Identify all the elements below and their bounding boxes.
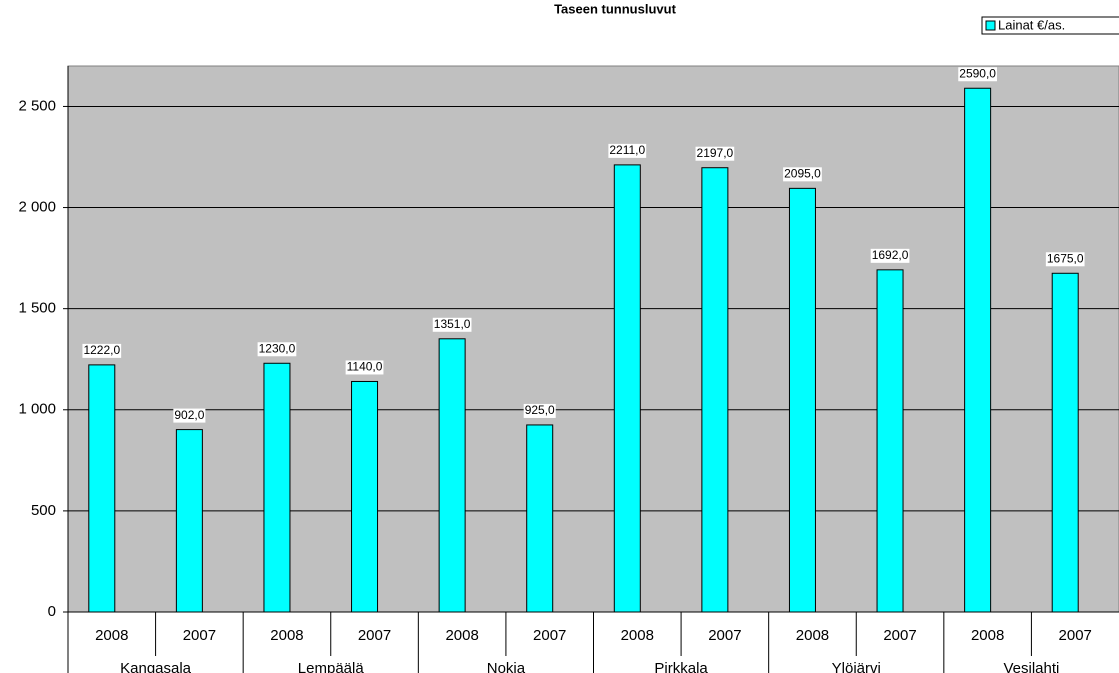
data-label-bg — [257, 342, 297, 357]
x-group-label: Kangasala — [120, 660, 192, 673]
data-label: 1230,0 — [259, 341, 296, 355]
bar — [351, 380, 379, 613]
data-label-bg — [523, 403, 556, 418]
x-group-label: Lempäälä — [298, 660, 365, 673]
bar — [701, 167, 729, 613]
x-tick-label: 2008 — [971, 627, 1004, 644]
plot-area — [67, 65, 1119, 613]
y-tick-label: 1 500 — [18, 300, 56, 317]
x-tick-label: 2008 — [445, 627, 478, 644]
y-tick-label: 1 000 — [18, 401, 56, 418]
bar — [788, 187, 816, 613]
x-group-label: Ylöjärvi — [832, 660, 881, 673]
data-label: 1140,0 — [347, 360, 383, 374]
bar — [1051, 272, 1079, 613]
x-tick-label: 2007 — [183, 627, 216, 644]
data-label-bg — [870, 248, 910, 263]
y-tick-label: 0 — [48, 603, 56, 620]
x-tick-label: 2007 — [883, 627, 916, 644]
data-label: 925,0 — [525, 403, 555, 417]
legend-swatch — [985, 20, 996, 31]
x-tick-label: 2008 — [270, 627, 303, 644]
data-label-bg — [432, 317, 472, 332]
x-group-label: Nokia — [487, 660, 526, 673]
data-label: 1351,0 — [434, 317, 471, 331]
data-label-bg — [608, 143, 647, 158]
data-label-bg — [783, 167, 822, 182]
bar — [175, 429, 203, 613]
data-label: 2590,0 — [959, 66, 996, 80]
data-label: 2211,0 — [609, 143, 645, 157]
x-group-label: Vesilahti — [1003, 660, 1059, 673]
x-tick-label: 2008 — [796, 627, 829, 644]
bar — [88, 364, 116, 613]
y-tick-label: 2 000 — [18, 199, 56, 216]
data-label: 902,0 — [174, 408, 204, 422]
bar — [964, 87, 992, 613]
data-label: 1222,0 — [83, 343, 120, 357]
bar — [263, 362, 291, 613]
legend-box — [981, 16, 1119, 35]
x-tick-label: 2007 — [533, 627, 566, 644]
data-label-bg — [82, 343, 122, 358]
data-label: 2197,0 — [697, 146, 734, 160]
bar — [526, 424, 554, 613]
y-tick-label: 500 — [31, 502, 56, 519]
chart-title: Taseen tunnusluvut — [554, 1, 676, 16]
data-label-bg — [1045, 252, 1085, 267]
data-label-bg — [173, 408, 206, 423]
data-label: 1675,0 — [1047, 251, 1084, 265]
x-tick-label: 2008 — [621, 627, 654, 644]
legend-label: Lainat €/as. — [998, 17, 1065, 32]
data-label-bg — [345, 360, 384, 375]
bar — [613, 164, 641, 613]
x-tick-label: 2007 — [358, 627, 391, 644]
x-group-label: Pirkkala — [654, 660, 708, 673]
data-label-bg — [958, 67, 997, 82]
y-tick-label: 2 500 — [18, 97, 56, 114]
data-label: 2095,0 — [784, 167, 821, 181]
bar — [438, 338, 466, 613]
x-tick-label: 2007 — [1059, 627, 1092, 644]
bar — [876, 269, 904, 613]
x-tick-label: 2007 — [708, 627, 741, 644]
x-tick-label: 2008 — [95, 627, 128, 644]
data-label: 1692,0 — [872, 248, 909, 262]
data-label-bg — [695, 146, 735, 161]
